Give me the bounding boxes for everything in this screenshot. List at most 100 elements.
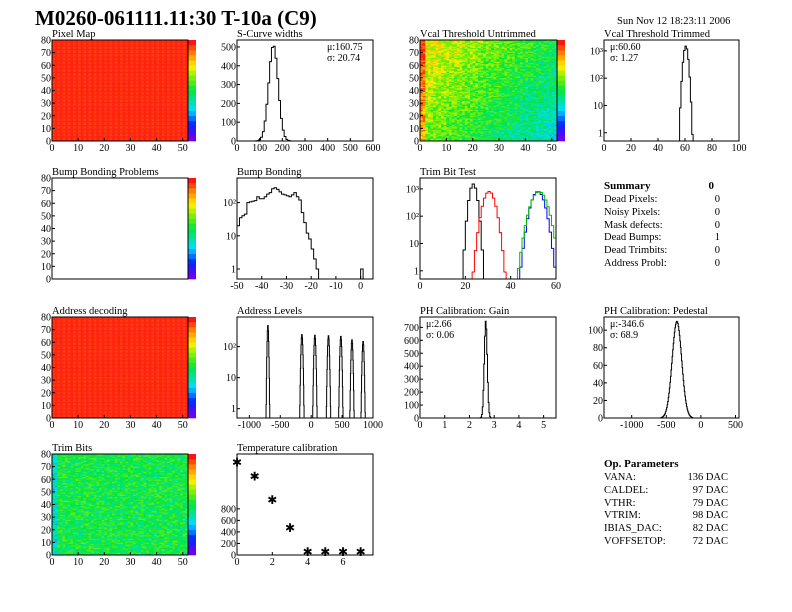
heatmap-cell bbox=[67, 103, 71, 105]
heatmap-cell bbox=[143, 53, 147, 56]
heatmap-cell bbox=[99, 127, 102, 129]
heatmap-cell bbox=[62, 45, 66, 47]
heatmap-cell bbox=[120, 80, 123, 82]
heatmap-cell bbox=[127, 62, 131, 65]
heatmap-cell bbox=[75, 91, 79, 94]
heatmap-cell bbox=[70, 50, 74, 52]
heatmap-cell bbox=[435, 79, 439, 81]
heatmap-cell bbox=[127, 133, 131, 135]
heatmap-cell bbox=[70, 91, 74, 94]
heatmap-cell bbox=[101, 75, 105, 77]
heatmap-cell bbox=[433, 47, 437, 50]
heatmap-cell bbox=[67, 95, 71, 98]
heatmap-cell bbox=[151, 42, 155, 45]
heatmap-cell bbox=[140, 82, 144, 85]
heatmap-cell bbox=[75, 129, 79, 132]
heatmap-cell bbox=[125, 52, 129, 55]
heatmap-cell bbox=[151, 96, 155, 99]
heatmap-cell bbox=[62, 118, 66, 120]
heatmap-cell bbox=[182, 63, 186, 66]
heatmap-cell bbox=[169, 82, 173, 85]
heatmap-cell bbox=[438, 135, 442, 138]
heatmap-cell bbox=[435, 135, 439, 138]
heatmap-cell bbox=[104, 79, 108, 81]
heatmap-cell bbox=[122, 108, 126, 110]
heatmap-cell bbox=[109, 80, 113, 82]
heatmap-cell bbox=[143, 129, 147, 132]
heatmap-cell bbox=[99, 106, 102, 109]
heatmap-cell bbox=[72, 81, 76, 84]
heatmap-cell bbox=[96, 90, 100, 93]
heatmap-cell bbox=[125, 138, 129, 141]
heatmap-cell bbox=[72, 137, 76, 139]
heatmap-cell bbox=[148, 106, 152, 109]
heatmap-cell bbox=[420, 118, 423, 120]
heatmap-cell bbox=[86, 74, 89, 76]
heatmap-cell bbox=[125, 130, 129, 133]
heatmap-cell bbox=[117, 108, 121, 110]
heatmap-cell bbox=[135, 125, 139, 128]
heatmap-cell bbox=[86, 80, 89, 82]
heatmap-cell bbox=[72, 130, 76, 133]
heatmap-cell bbox=[143, 61, 147, 64]
heatmap-cell bbox=[177, 93, 181, 95]
heatmap-cell bbox=[151, 82, 155, 85]
heatmap-cell bbox=[96, 127, 100, 129]
heatmap-cell bbox=[91, 103, 95, 105]
heatmap-cell bbox=[161, 58, 165, 61]
heatmap-cell bbox=[420, 134, 423, 137]
heatmap-cell bbox=[62, 117, 66, 119]
heatmap-cell bbox=[177, 109, 181, 111]
heatmap-cell bbox=[112, 114, 116, 117]
heatmap-cell bbox=[167, 70, 170, 72]
heatmap-cell bbox=[433, 113, 437, 115]
heatmap-cell bbox=[86, 99, 89, 101]
heatmap-cell bbox=[143, 77, 147, 80]
heatmap-cell bbox=[138, 84, 142, 86]
heatmap-cell bbox=[180, 127, 184, 129]
heatmap-cell bbox=[174, 87, 178, 90]
heatmap-cell bbox=[120, 69, 123, 71]
heatmap-cell bbox=[59, 85, 63, 88]
heatmap-cell bbox=[159, 53, 163, 56]
heatmap-cell bbox=[67, 72, 71, 75]
heatmap-cell bbox=[127, 76, 131, 79]
heatmap-cell bbox=[88, 108, 92, 110]
heatmap-cell bbox=[91, 85, 95, 88]
heatmap-cell bbox=[422, 128, 426, 130]
heatmap-cell bbox=[57, 40, 61, 42]
heatmap-cell bbox=[130, 48, 134, 51]
heatmap-cell bbox=[65, 47, 68, 50]
heatmap-cell bbox=[146, 90, 150, 93]
heatmap-cell bbox=[146, 87, 150, 90]
heatmap-cell bbox=[54, 99, 58, 101]
heatmap-cell bbox=[172, 74, 176, 76]
heatmap-cell bbox=[67, 71, 71, 74]
heatmap-cell bbox=[182, 77, 186, 80]
heatmap-cell bbox=[91, 105, 95, 108]
heatmap-cell bbox=[138, 120, 142, 123]
heatmap-cell bbox=[167, 101, 170, 104]
heatmap-cell bbox=[99, 53, 102, 56]
heatmap-cell bbox=[80, 47, 84, 50]
heatmap-cell bbox=[72, 103, 76, 105]
heatmap-cell bbox=[86, 75, 89, 77]
heatmap-cell bbox=[99, 47, 102, 50]
heatmap-cell bbox=[75, 45, 79, 47]
heatmap-cell bbox=[96, 109, 100, 111]
heatmap-cell bbox=[427, 134, 431, 137]
heatmap-cell bbox=[430, 109, 434, 111]
heatmap-cell bbox=[62, 123, 66, 125]
heatmap-cell bbox=[80, 132, 84, 134]
heatmap-cell bbox=[112, 122, 116, 124]
heatmap-cell bbox=[420, 56, 423, 58]
heatmap-cell bbox=[88, 47, 92, 50]
heatmap-cell bbox=[96, 62, 100, 65]
heatmap-cell bbox=[70, 132, 74, 134]
heatmap-cell bbox=[59, 74, 63, 76]
heatmap-cell bbox=[114, 79, 118, 81]
heatmap-cell bbox=[78, 124, 82, 127]
heatmap-cell bbox=[106, 109, 110, 111]
param-value: 82 DAC bbox=[692, 523, 728, 535]
heatmap-cell bbox=[96, 63, 100, 66]
